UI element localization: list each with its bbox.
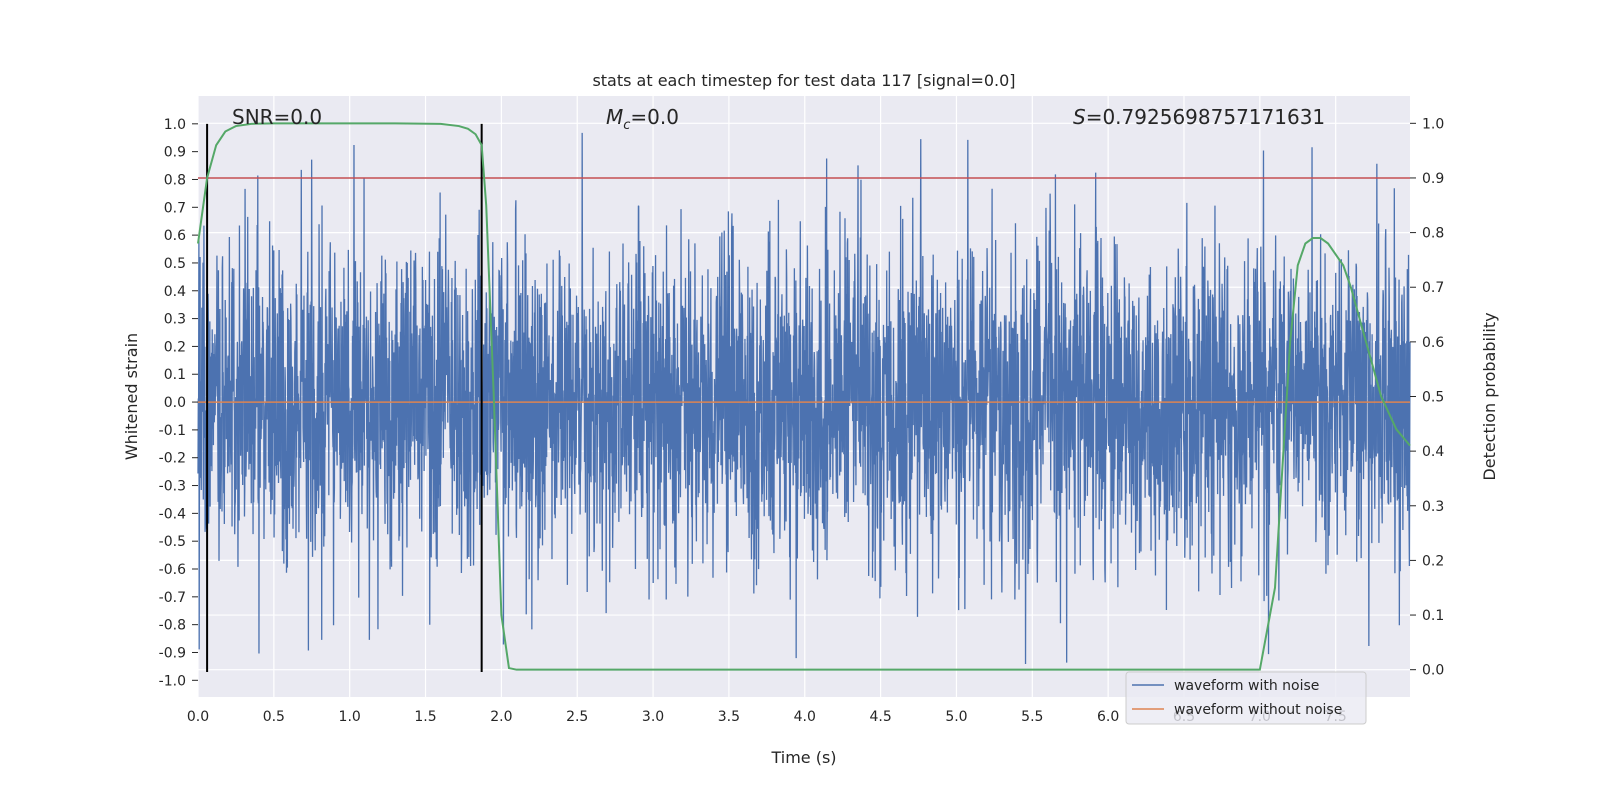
x-tick-label: 4.0 xyxy=(794,709,816,725)
y-tick-label: -0.8 xyxy=(159,618,186,634)
y-axis-label: Whitened strain xyxy=(122,333,141,460)
y2-tick-label: 0.7 xyxy=(1422,280,1444,296)
y-tick-label: -0.6 xyxy=(159,562,186,578)
y2-tick-label: 0.8 xyxy=(1422,226,1444,242)
x-tick-label: 2.5 xyxy=(566,709,588,725)
y-tick-label: 0.2 xyxy=(164,339,186,355)
y2-tick-label: 0.6 xyxy=(1422,335,1444,351)
y2-axis-label: Detection probability xyxy=(1480,312,1499,480)
x-tick-label: 2.0 xyxy=(490,709,512,725)
noise-trace xyxy=(197,132,1411,664)
y-tick-label: 0.6 xyxy=(164,228,186,244)
mc-symbol: M xyxy=(606,105,623,129)
y-tick-label: 0.5 xyxy=(164,256,186,272)
y-tick-label: 0.7 xyxy=(164,200,186,216)
y-tick-label: 0.8 xyxy=(164,172,186,188)
x-tick-label: 4.5 xyxy=(869,709,891,725)
y-tick-label: -1.0 xyxy=(159,673,186,689)
y-tick-label: -0.3 xyxy=(159,479,186,495)
x-tick-label: 0.0 xyxy=(187,709,209,725)
y-tick-label: -0.9 xyxy=(159,645,186,661)
legend-box xyxy=(1125,671,1367,725)
snr-annotation: SNR=0.0 xyxy=(232,105,322,129)
s-symbol: S xyxy=(1073,105,1086,129)
mc-value: =0.0 xyxy=(630,105,679,129)
y-tick-label: -0.1 xyxy=(159,423,186,439)
y2-tick-label: 0.9 xyxy=(1422,171,1444,187)
marks xyxy=(197,122,1411,672)
s-value: =0.7925698757171631 xyxy=(1086,105,1325,129)
y2-tick-label: 0.5 xyxy=(1422,390,1444,406)
legend-label-without-noise: waveform without noise xyxy=(1174,702,1342,718)
y-tick-label: 0.3 xyxy=(164,312,186,328)
y2-tick-label: 0.2 xyxy=(1422,553,1444,569)
series-waveform-with-noise xyxy=(197,132,1411,664)
y2-tick-label: 0.1 xyxy=(1422,608,1444,624)
y-tick-label: 0.9 xyxy=(164,145,186,161)
y2-tick-label: 0.3 xyxy=(1422,499,1444,515)
y2-tick-label: 0.4 xyxy=(1422,444,1444,460)
y-tick-label: 0.4 xyxy=(164,284,186,300)
mc-subscript: c xyxy=(623,118,630,133)
x-tick-label: 5.0 xyxy=(945,709,967,725)
mc-annotation: Mc=0.0 xyxy=(606,105,679,133)
y-tick-label: -0.4 xyxy=(159,506,186,522)
x-tick-label: 6.0 xyxy=(1097,709,1119,725)
y-tick-label: -0.2 xyxy=(159,451,186,467)
series-detection-probability xyxy=(197,122,1411,671)
x-axis-label: Time (s) xyxy=(770,748,836,767)
s-annotation: S=0.7925698757171631 xyxy=(1073,105,1325,129)
x-tick-label: 3.0 xyxy=(642,709,664,725)
x-tick-label: 1.0 xyxy=(339,709,361,725)
y2-tick-label: 1.0 xyxy=(1422,116,1444,132)
x-tick-label: 0.5 xyxy=(263,709,285,725)
y-tick-label: 1.0 xyxy=(164,117,186,133)
y-tick-label: -0.7 xyxy=(159,590,186,606)
chart-title: stats at each timestep for test data 117… xyxy=(592,71,1015,90)
y-tick-label: 0.0 xyxy=(164,395,186,411)
x-tick-label: 3.5 xyxy=(718,709,740,725)
legend-label-with-noise: waveform with noise xyxy=(1174,678,1319,694)
y-tick-label: 0.1 xyxy=(164,367,186,383)
y2-tick-label: 0.0 xyxy=(1422,663,1444,679)
legend: waveform with noise waveform without noi… xyxy=(1125,671,1367,725)
x-tick-label: 1.5 xyxy=(414,709,436,725)
y-tick-label: -0.5 xyxy=(159,534,186,550)
x-tick-label: 5.5 xyxy=(1021,709,1043,725)
